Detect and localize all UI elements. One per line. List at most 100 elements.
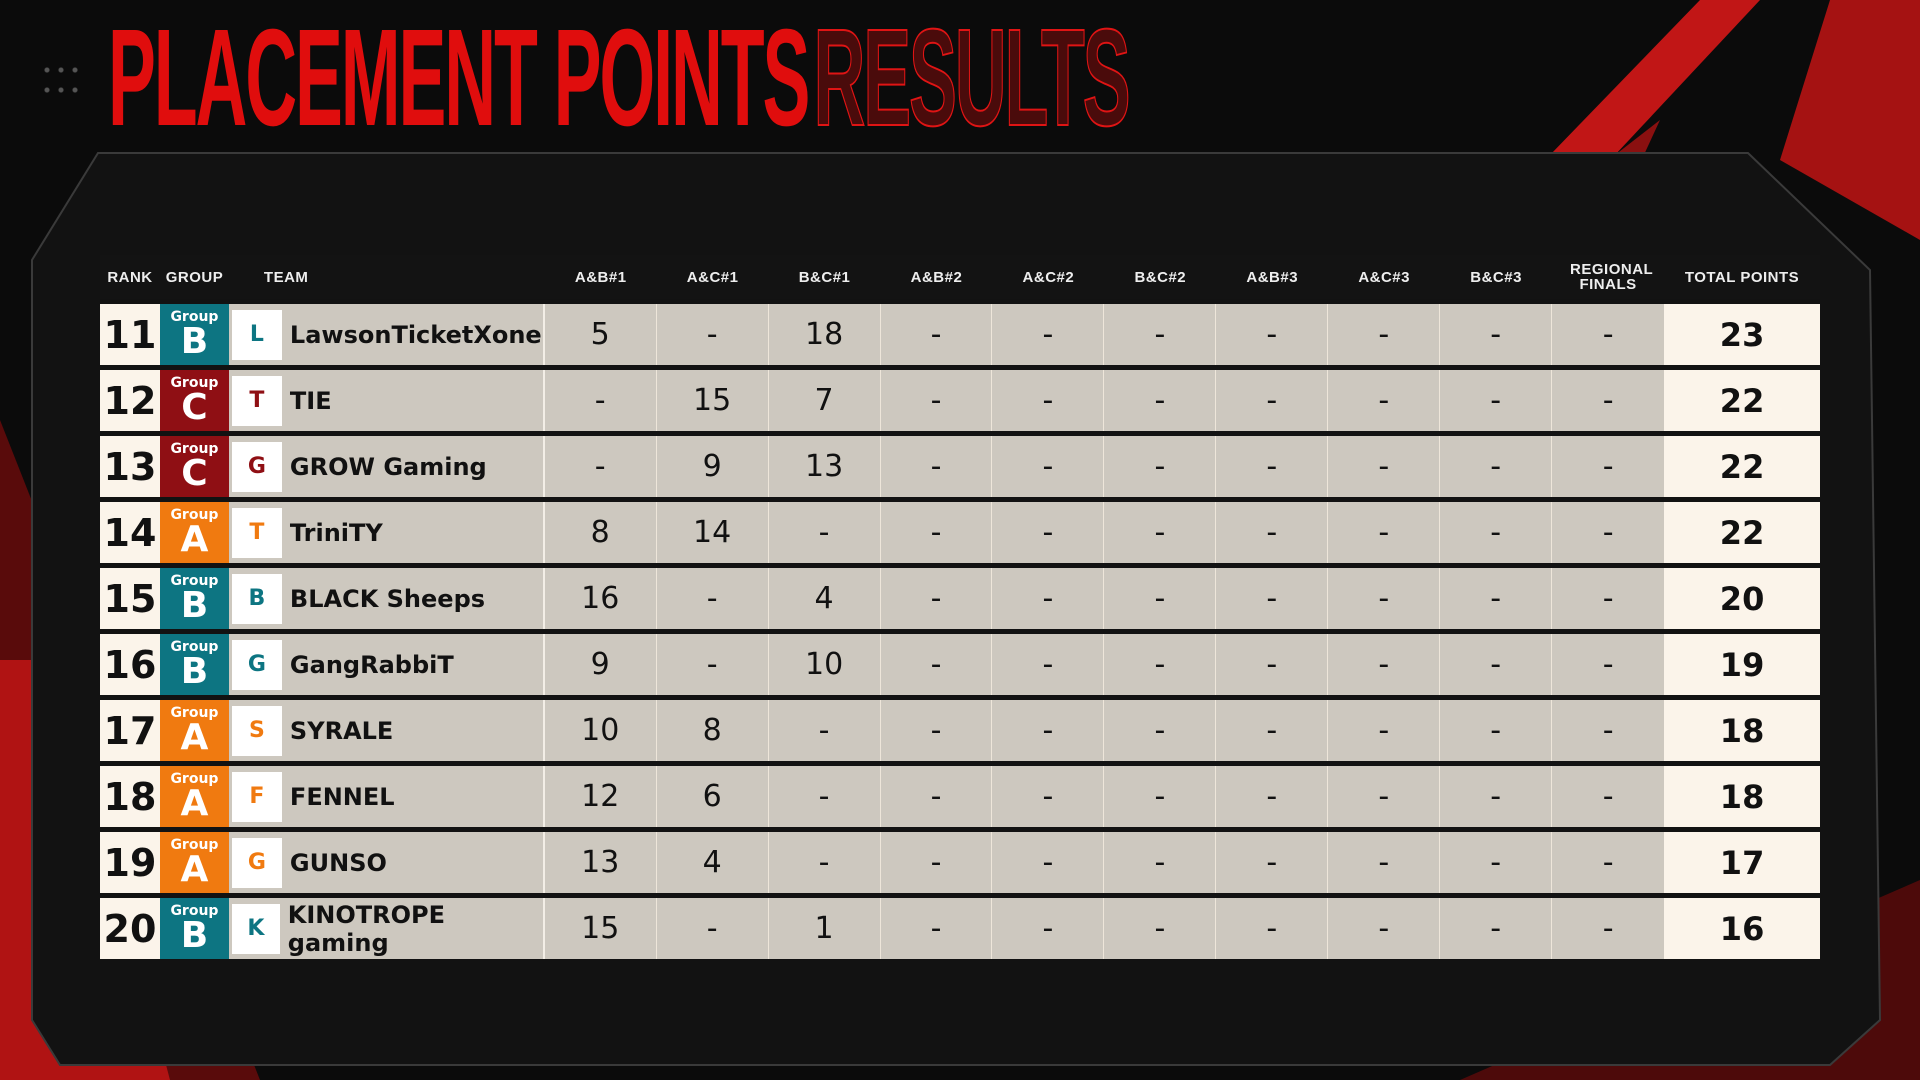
score-cell: - [657,568,769,629]
group-label: Group [170,308,219,325]
score-cell: - [1216,304,1329,365]
gunso-logo: G [231,837,282,888]
column-header: GROUP [165,268,224,286]
kinotrope-logo: K [231,903,280,954]
total-points: 22 [1664,436,1821,497]
score-cell: - [545,370,657,431]
group-label: Group [170,440,219,457]
score-cell: 10 [545,700,657,761]
decorative-dots [40,60,80,94]
table-row: 15 Group B B BLACK Sheeps 16-4- - - - - - -20 [100,568,1821,629]
score-cell: - [881,700,993,761]
score-cell: - [992,502,1105,563]
group-badge: Group B [159,304,229,365]
total-points: 19 [1664,634,1821,695]
total-points: 17 [1664,832,1821,893]
column-header: REGIONAL FINALS [1570,261,1654,293]
team-cell: G GangRabbiT [229,634,545,695]
team-name: BLACK Sheeps [289,584,486,613]
score-cell: - [1440,370,1553,431]
score-cell: 1 [769,898,881,959]
column-header: A&C#3 [1358,268,1410,286]
score-cell: - [1216,832,1329,893]
rank: 16 [100,634,160,695]
group-label: Group [170,902,219,919]
score-cell: 8 [545,502,657,563]
group-badge: Group C [159,436,229,497]
score-cell: - [1440,568,1553,629]
score-cell: - [1602,383,1614,418]
rank: 19 [100,832,160,893]
black-sheeps-logo: B [231,573,282,624]
score-cell: - [1440,766,1553,827]
column-header: A&B#2 [910,268,963,286]
team-name: TIE [289,386,332,415]
score-cell: - [992,436,1105,497]
score-cell: - [1216,634,1329,695]
group-letter: B [180,320,209,362]
score-cell: - [1104,766,1217,827]
score-cell: - [1328,832,1441,893]
group-letter: A [180,782,209,824]
table-header: RANK GROUP TEAM A&B#1 A&C#1 B&C#1 A&B#2 A&C#2 B&… [100,255,1820,299]
score-cell: 7 [769,370,881,431]
score-cell: - [657,304,769,365]
rank: 20 [100,898,160,959]
score-cell: - [1602,647,1614,682]
score-cell: - [1104,898,1217,959]
rank: 17 [100,700,160,761]
score-cell: - [1440,898,1553,959]
group-badge: Group A [159,502,229,563]
group-letter: A [180,716,209,758]
column-header: RANK [107,268,153,286]
score-cell: - [1216,766,1329,827]
group-letter: B [180,584,209,626]
score-cell: - [1104,304,1217,365]
tie-logo: T [231,375,282,426]
table-row: 16 Group B G GangRabbiT 9-10- - - - - - -19 [100,634,1821,695]
group-label: Group [170,374,219,391]
column-header: A&C#2 [1022,268,1075,286]
score-cell: - [1104,502,1217,563]
group-badge: Group B [159,568,229,629]
total-points: 16 [1664,898,1821,959]
team-cell: L LawsonTicketXone [229,304,545,365]
score-cell: 15 [545,898,657,959]
team-cell: G GUNSO [229,832,545,893]
column-header: TEAM [263,268,309,286]
team-cell: B BLACK Sheeps [229,568,545,629]
score-cell: - [545,436,657,497]
team-name: SYRALE [289,716,394,745]
score-cell: - [992,568,1105,629]
group-badge: Group A [159,766,229,827]
table-row: 11 Group B L LawsonTicketXone 5-18- - - - - - -23 [100,304,1821,365]
score-cell: - [992,634,1105,695]
score-cell: - [1602,317,1614,352]
score-cell: - [1216,700,1329,761]
score-cell: - [992,304,1105,365]
score-cell: - [881,568,993,629]
score-cell: 4 [657,832,769,893]
team-name: KINOTROPE gaming [287,900,446,957]
score-cell: - [881,304,993,365]
table-row: 14 Group A T TriniTY 8 14- - - - - - - -22 [100,502,1821,563]
score-cell: - [1104,436,1217,497]
score-cell: - [992,766,1105,827]
score-cell: 5 [545,304,657,365]
trinity-logo: T [231,507,282,558]
gangrabbit-logo: G [231,639,282,690]
column-header: B&C#3 [1470,268,1522,286]
group-letter: C [181,386,208,428]
team-cell: K KINOTROPE gaming [229,898,545,959]
score-cell: - [881,436,993,497]
table-row: 19 Group A G GUNSO 13 4- - - - - - - -17 [100,832,1821,893]
score-cell: - [1440,700,1553,761]
score-cell: - [1104,634,1217,695]
score-cell: - [1440,832,1553,893]
team-name: GangRabbiT [289,650,454,679]
score-cell: - [1216,898,1329,959]
score-cell: - [1216,436,1329,497]
team-name: TriniTY [289,518,383,547]
score-cell: - [1104,700,1217,761]
score-cell: - [881,370,993,431]
